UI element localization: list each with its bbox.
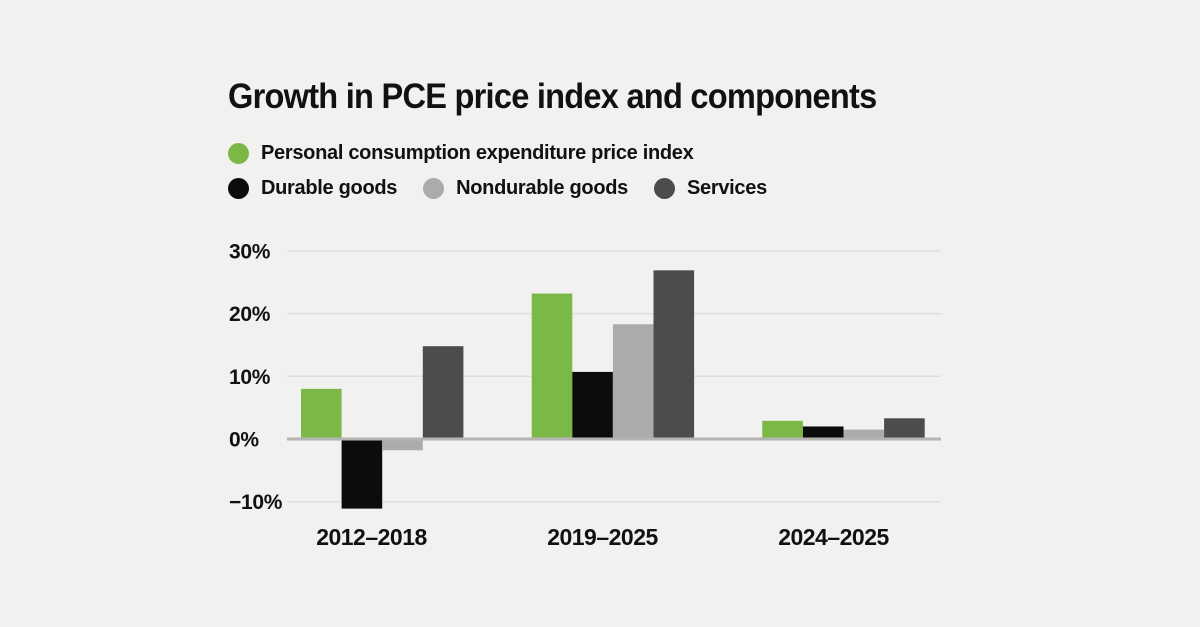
y-axis-label-20: 20% — [229, 303, 271, 326]
bar-durable-goods-0 — [341, 439, 383, 509]
bar-nondurable-goods-1 — [612, 324, 654, 439]
legend-label-pce: Personal consumption expenditure price i… — [261, 141, 694, 164]
legend-swatch-pce-icon — [228, 142, 249, 164]
bar-services-2 — [884, 418, 925, 439]
bar-pce-0 — [301, 388, 342, 439]
legend-swatch-services-icon — [654, 177, 675, 199]
legend-item-nondurable-goods: Nondurable goods — [423, 177, 628, 200]
legend-swatch-nondurable-goods-icon — [423, 177, 445, 199]
legend-row-1: Personal consumption expenditure price i… — [228, 141, 793, 165]
legend-swatch-durable-goods-icon — [228, 177, 249, 199]
bar-services-0 — [422, 346, 464, 439]
bar-nondurable-goods-0 — [382, 439, 423, 451]
x-axis-label-0: 2012–2018 — [316, 524, 427, 550]
legend-item-pce: Personal consumption expenditure price i… — [228, 141, 694, 165]
y-axis-label-0: 0% — [229, 429, 259, 452]
legend: Personal consumption expenditure price i… — [228, 141, 793, 211]
bar-durable-goods-1 — [572, 371, 613, 439]
legend-item-services: Services — [654, 177, 767, 200]
bar-nondurable-goods-2 — [843, 429, 885, 439]
bar-services-1 — [653, 270, 695, 439]
bar-pce-2 — [762, 420, 803, 439]
legend-item-durable-goods: Durable goods — [228, 177, 397, 200]
y-axis-label-30: 30% — [229, 240, 271, 263]
x-axis-label-1: 2019–2025 — [547, 524, 658, 550]
x-axis-label-2: 2024–2025 — [778, 524, 889, 550]
bar-pce-1 — [531, 293, 573, 439]
legend-label-durable-goods: Durable goods — [261, 176, 398, 199]
y-axis-label-10: 10% — [229, 366, 271, 389]
legend-label-services: Services — [687, 176, 767, 199]
chart-title: Growth in PCE price index and components — [228, 77, 877, 116]
legend-row-2: Durable goods Nondurable goods Services — [228, 176, 793, 200]
y-axis-label--10: −10% — [229, 491, 283, 514]
bar-durable-goods-2 — [802, 426, 844, 439]
legend-label-nondurable-goods: Nondurable goods — [456, 176, 628, 199]
